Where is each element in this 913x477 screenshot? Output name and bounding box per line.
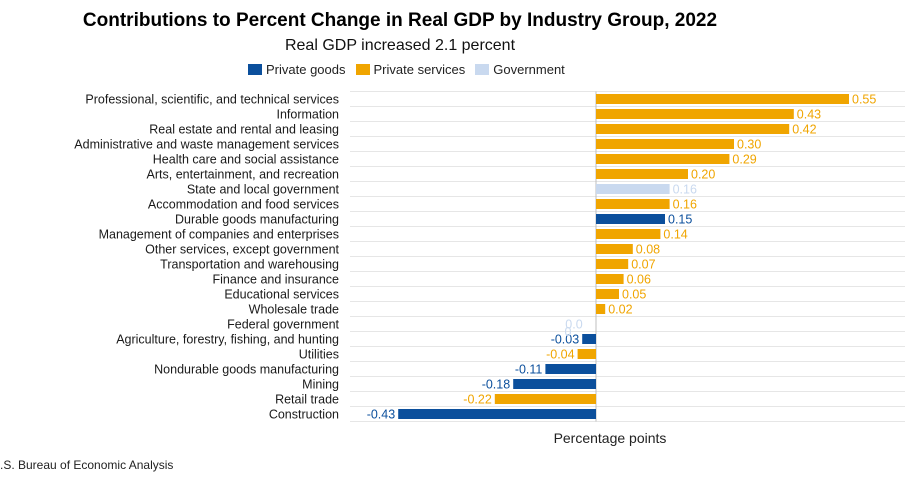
data-label-utilities: -0.04	[546, 348, 575, 362]
bar-wholesale-trade	[596, 304, 606, 314]
bar-arts-entertainment-and-recreation	[596, 169, 688, 179]
data-label-mining: -0.18	[482, 378, 511, 392]
category-label-durable-goods-manufacturing: Durable goods manufacturing	[175, 213, 339, 227]
category-label-nondurable-goods-manufacturing: Nondurable goods manufacturing	[154, 363, 339, 377]
category-label-retail-trade: Retail trade	[275, 393, 339, 407]
category-label-utilities: Utilities	[299, 348, 339, 362]
category-label-other-services-except-government: Other services, except government	[145, 243, 339, 257]
data-label-finance-and-insurance: 0.06	[627, 273, 651, 287]
bar-mining	[513, 379, 596, 389]
bar-educational-services	[596, 289, 619, 299]
category-label-mining: Mining	[302, 378, 339, 392]
data-label-federal-government-zero: 0	[565, 325, 572, 339]
legend-item-private-services: Private services	[355, 62, 466, 77]
data-label-arts-entertainment-and-recreation: 0.20	[691, 168, 715, 182]
category-label-state-and-local-government: State and local government	[187, 183, 340, 197]
bar-nondurable-goods-manufacturing	[545, 364, 596, 374]
x-axis-label: Percentage points	[553, 430, 667, 446]
legend: Private goods Private services Governmen…	[248, 62, 565, 77]
data-label-management-of-companies-and-enterprises: 0.14	[663, 228, 687, 242]
legend-swatch-government	[475, 64, 490, 75]
source-note: .S. Bureau of Economic Analysis	[0, 458, 174, 472]
bar-state-and-local-government	[596, 184, 670, 194]
bar-health-care-and-social-assistance	[596, 154, 730, 164]
data-label-construction: -0.43	[367, 408, 396, 422]
bar-finance-and-insurance	[596, 274, 624, 284]
category-label-accommodation-and-food-services: Accommodation and food services	[148, 198, 339, 212]
bar-durable-goods-manufacturing	[596, 214, 665, 224]
category-label-federal-government: Federal government	[227, 318, 339, 332]
category-label-professional-scientific-and-technical-services: Professional, scientific, and technical …	[85, 93, 339, 107]
data-label-retail-trade: -0.22	[463, 393, 492, 407]
legend-label-private-services: Private services	[373, 62, 466, 77]
category-label-transportation-and-warehousing: Transportation and warehousing	[160, 258, 339, 272]
category-label-wholesale-trade: Wholesale trade	[249, 303, 339, 317]
legend-swatch-private-services	[355, 64, 370, 75]
bar-professional-scientific-and-technical-services	[596, 94, 849, 104]
category-label-real-estate-and-rental-and-leasing: Real estate and rental and leasing	[149, 123, 339, 137]
legend-item-government: Government	[475, 62, 565, 77]
bar-other-services-except-government	[596, 244, 633, 254]
category-label-administrative-and-waste-management-services: Administrative and waste management serv…	[74, 138, 339, 152]
data-label-accommodation-and-food-services: 0.16	[673, 198, 697, 212]
bar-retail-trade	[494, 394, 596, 404]
bar-information	[596, 109, 794, 119]
bar-agriculture-forestry-fishing-and-hunting	[582, 334, 596, 344]
chart-subtitle: Real GDP increased 2.1 percent	[284, 37, 516, 54]
category-label-health-care-and-social-assistance: Health care and social assistance	[153, 153, 339, 167]
category-label-information: Information	[276, 108, 339, 122]
bar-transportation-and-warehousing	[596, 259, 629, 269]
legend-label-private-goods: Private goods	[266, 62, 346, 77]
legend-swatch-private-goods	[248, 64, 262, 75]
bar-administrative-and-waste-management-services	[596, 139, 734, 149]
data-label-nondurable-goods-manufacturing: -0.11	[515, 363, 543, 377]
legend-label-government: Government	[493, 62, 565, 77]
data-label-professional-scientific-and-technical-services: 0.55	[852, 93, 876, 107]
data-label-transportation-and-warehousing: 0.07	[631, 258, 655, 272]
bar-management-of-companies-and-enterprises	[596, 229, 661, 239]
category-label-arts-entertainment-and-recreation: Arts, entertainment, and recreation	[147, 168, 340, 182]
data-label-agriculture-forestry-fishing-and-hunting: -0.03	[551, 333, 580, 347]
bar-construction	[398, 409, 596, 419]
category-label-management-of-companies-and-enterprises: Management of companies and enterprises	[99, 228, 339, 242]
legend-item-private-goods: Private goods	[248, 62, 346, 77]
bar-utilities	[577, 349, 596, 359]
category-label-finance-and-insurance: Finance and insurance	[213, 273, 340, 287]
bar-accommodation-and-food-services	[596, 199, 670, 209]
category-label-construction: Construction	[269, 408, 339, 422]
data-label-real-estate-and-rental-and-leasing: 0.42	[792, 123, 816, 137]
category-label-educational-services: Educational services	[224, 288, 339, 302]
data-label-wholesale-trade: 0.02	[608, 303, 632, 317]
chart-title: Contributions to Percent Change in Real …	[82, 10, 718, 31]
data-label-federal-government: 0.0	[565, 318, 582, 332]
data-label-durable-goods-manufacturing: 0.15	[668, 213, 692, 227]
data-label-administrative-and-waste-management-services: 0.30	[737, 138, 761, 152]
data-label-educational-services: 0.05	[622, 288, 646, 302]
data-label-health-care-and-social-assistance: 0.29	[732, 153, 756, 167]
data-label-other-services-except-government: 0.08	[636, 243, 660, 257]
bar-real-estate-and-rental-and-leasing	[596, 124, 790, 134]
data-label-information: 0.43	[797, 108, 821, 122]
data-label-state-and-local-government: 0.16	[673, 183, 697, 197]
category-label-agriculture-forestry-fishing-and-hunting: Agriculture, forestry, fishing, and hunt…	[116, 333, 339, 347]
